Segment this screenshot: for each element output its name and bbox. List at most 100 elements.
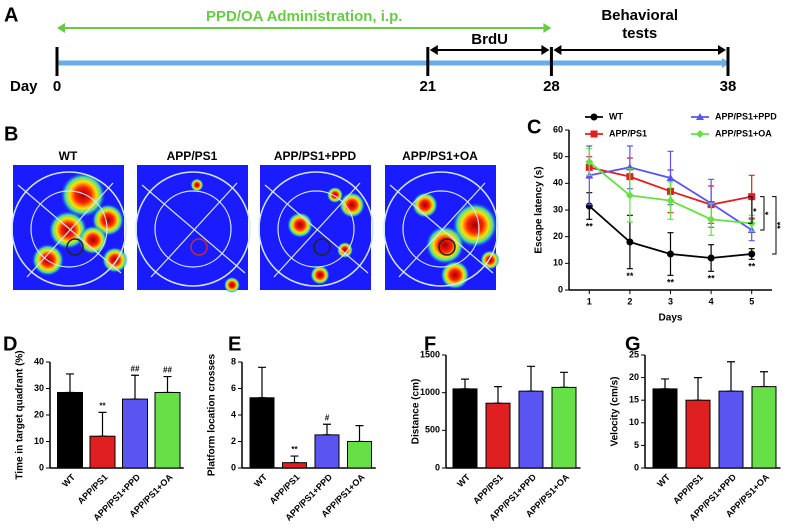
- significance: **: [99, 401, 106, 410]
- heat-spot: [337, 242, 353, 258]
- x-tick-label: 5: [749, 296, 754, 306]
- heat-spot: [60, 172, 106, 218]
- heat-spot: [78, 225, 108, 255]
- error-bar: [66, 373, 74, 394]
- group-label: APP/PS1+PPD: [274, 149, 357, 163]
- y-tick-label: 4: [231, 409, 236, 419]
- bar: [122, 398, 148, 469]
- error-bar: [131, 374, 139, 400]
- panel-letter: B: [4, 123, 18, 145]
- point: [748, 250, 756, 258]
- quadrant-line: [17, 184, 122, 274]
- bar: [652, 388, 678, 469]
- error-bar: [323, 423, 331, 436]
- panel-letter: E: [228, 333, 241, 355]
- panel-letter: C: [527, 116, 541, 138]
- y-tick-label: 20: [553, 231, 563, 241]
- quadrant-line: [398, 182, 486, 278]
- point: [626, 238, 634, 246]
- y-tick-label: 30: [553, 204, 563, 214]
- heat-spot: [287, 212, 313, 238]
- y-tick-label: 20: [629, 372, 639, 382]
- legend-marker: [590, 130, 598, 138]
- significance: **: [748, 262, 756, 272]
- error-bar: [461, 378, 469, 390]
- x-tick-label: WT: [60, 472, 77, 489]
- bar: [154, 391, 181, 469]
- behavior-label: tests: [622, 25, 657, 42]
- y-tick-label: 1000: [420, 387, 440, 397]
- heat-spot: [452, 202, 498, 248]
- day-tick-label: 0: [53, 78, 61, 95]
- y-tick-label: 10: [629, 417, 639, 427]
- x-tick-label: 1: [587, 296, 592, 306]
- legend-marker: [696, 113, 704, 120]
- x-tick-label: APP/PS1: [76, 472, 110, 506]
- x-tick-label: APP/PS1: [471, 472, 505, 506]
- y-axis-label: Escape latency (s): [534, 166, 545, 253]
- arrow-head: [722, 58, 730, 68]
- x-tick-label: 4: [709, 296, 714, 306]
- x-tick-label: 3: [668, 296, 673, 306]
- bracket: [760, 196, 765, 231]
- bar: [551, 386, 577, 469]
- bracket-label: *: [763, 211, 773, 215]
- y-tick-label: 1500: [420, 349, 440, 359]
- significance: **: [708, 274, 716, 284]
- significance: **: [626, 271, 634, 281]
- arena-inner: [277, 190, 355, 268]
- bar: [452, 388, 478, 469]
- admin-title: PPD/OA Administration, i.p.: [206, 8, 402, 25]
- point: [667, 250, 674, 258]
- x-tick-label: WT: [252, 472, 269, 489]
- quadrant-line: [264, 184, 369, 274]
- y-tick-label: 500: [425, 425, 440, 435]
- bar: [751, 386, 777, 469]
- platform: [438, 238, 456, 256]
- point: [707, 254, 715, 262]
- bar: [718, 390, 744, 469]
- bar: [485, 402, 511, 469]
- arena-outer: [135, 171, 251, 287]
- y-tick-label: 2: [231, 436, 236, 446]
- panel-letter: A: [4, 4, 18, 26]
- legend-label: APP/PS1+PPD: [715, 111, 777, 121]
- y-tick-label: 20: [34, 409, 44, 419]
- y-tick-label: 0: [39, 462, 44, 472]
- error-bar: [727, 361, 735, 392]
- day-label: Day: [10, 78, 38, 95]
- day-tick-label: 28: [543, 78, 560, 95]
- day-tick-label: 38: [720, 78, 737, 95]
- arrow-head: [718, 45, 726, 55]
- arena-outer: [383, 171, 499, 287]
- y-tick-label: 8: [231, 356, 236, 366]
- y-tick-label: 0: [634, 462, 639, 472]
- y-tick-label: 40: [553, 178, 563, 188]
- y-tick-label: 6: [231, 383, 236, 393]
- bar: [89, 435, 116, 469]
- arrow-head: [57, 23, 65, 33]
- significance: #: [325, 413, 330, 422]
- bar: [347, 441, 372, 469]
- panel-letter: G: [625, 333, 641, 355]
- arena-inner: [30, 190, 108, 268]
- brdu-label: BrdU: [471, 31, 508, 48]
- x-tick-label: 2: [627, 296, 632, 306]
- heatmap: [135, 165, 251, 293]
- y-tick-label: 0: [231, 462, 236, 472]
- arena-inner: [402, 190, 480, 268]
- bar: [282, 462, 307, 469]
- heat-spot: [412, 192, 438, 218]
- quadrant-line: [141, 184, 246, 274]
- legend-marker: [696, 130, 704, 138]
- arena-inner: [154, 190, 232, 268]
- platform: [190, 238, 208, 256]
- heat-spot: [310, 265, 330, 285]
- heatmap: [258, 165, 374, 290]
- panel-letter: D: [3, 333, 17, 355]
- legend-label: APP/PS1: [609, 128, 647, 138]
- quadrant-line: [150, 182, 238, 278]
- heat-spot: [224, 277, 240, 293]
- error-bar: [661, 378, 669, 390]
